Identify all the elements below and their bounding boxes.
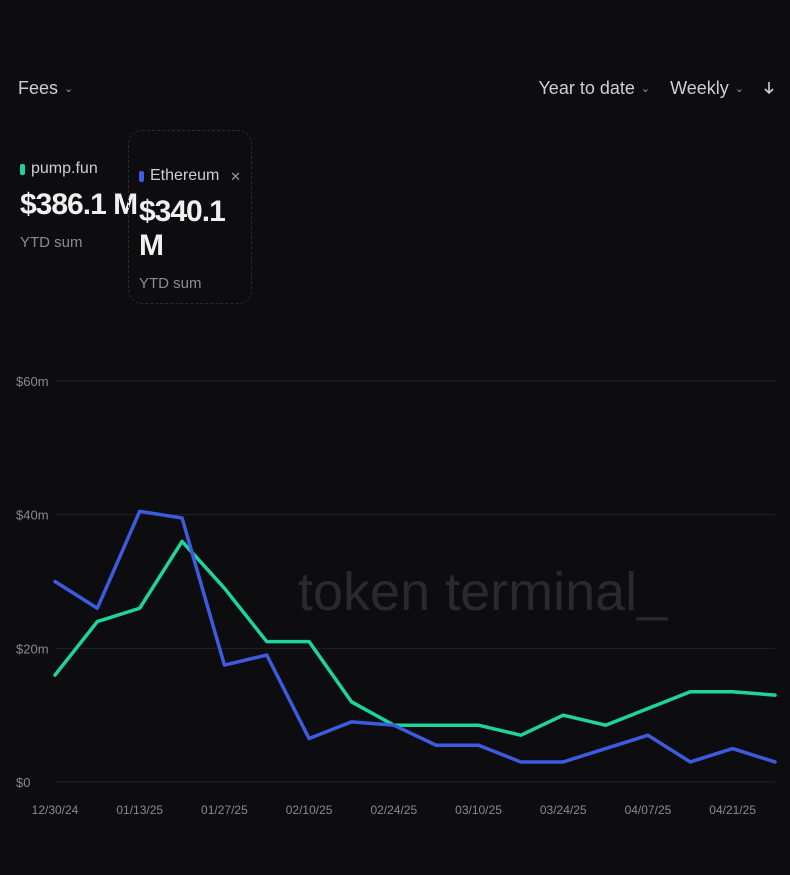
chevron-down-icon: ⌄ xyxy=(734,83,744,95)
series-line-pump-fun[interactable] xyxy=(53,539,777,737)
legend-item-pumpfun[interactable]: pump.fun $386.1 M YTD sum xyxy=(20,160,138,251)
x-tick-label: 12/30/24 xyxy=(32,803,79,817)
legend-item-ethereum[interactable]: Ethereum $340.1 M YTD sum ✕ xyxy=(128,130,252,304)
legend-series-value: $340.1 M xyxy=(139,195,226,262)
x-tick-label: 04/21/25 xyxy=(709,803,756,817)
download-button[interactable] xyxy=(764,81,774,97)
series-dot-icon xyxy=(20,163,25,175)
chevron-down-icon: ⌄ xyxy=(64,83,74,95)
chart-controls: Year to date ⌄ Weekly ⌄ xyxy=(538,78,774,99)
chevron-down-icon: ⌄ xyxy=(640,83,651,95)
x-tick-label: 02/24/25 xyxy=(370,803,417,817)
x-tick-label: 03/10/25 xyxy=(455,803,502,817)
y-tick-label: $20m xyxy=(16,641,49,656)
x-axis: 12/30/24 01/13/25 01/27/25 02/10/25 02/24/25… xyxy=(32,803,757,817)
metric-select[interactable]: Fees ⌄ xyxy=(18,78,73,99)
series-dot-icon xyxy=(139,170,144,182)
series-line-ethereum[interactable] xyxy=(53,509,777,764)
x-tick-label: 02/10/25 xyxy=(286,803,333,817)
x-tick-label: 01/13/25 xyxy=(116,803,163,817)
download-icon xyxy=(764,81,774,94)
date-range-label: Year to date xyxy=(538,78,635,98)
chart-grid xyxy=(55,380,775,783)
metric-label: Fees xyxy=(18,78,59,98)
watermark-text: token terminal_ xyxy=(298,562,668,622)
series-lines xyxy=(53,509,777,764)
legend-series-period: YTD sum xyxy=(20,234,83,251)
y-tick-label: $0 xyxy=(16,775,30,790)
legend-series-name: pump.fun xyxy=(31,160,98,177)
legend-series-name: Ethereum xyxy=(150,167,220,184)
close-icon[interactable]: ✕ xyxy=(230,169,241,184)
toolbar: Fees ⌄ Year to date ⌄ Weekly ⌄ xyxy=(0,0,790,180)
granularity-select[interactable]: Weekly ⌄ xyxy=(670,78,744,99)
x-tick-label: 01/27/25 xyxy=(201,803,248,817)
y-axis: $0 $20m $40m $60m xyxy=(16,374,49,790)
legend-series-period: YTD sum xyxy=(139,275,202,292)
granularity-label: Weekly xyxy=(670,78,729,98)
x-tick-label: 04/07/25 xyxy=(625,803,672,817)
y-tick-label: $60m xyxy=(16,374,49,389)
date-range-select[interactable]: Year to date ⌄ xyxy=(538,78,650,99)
y-tick-label: $40m xyxy=(16,508,49,523)
x-tick-label: 03/24/25 xyxy=(540,803,587,817)
line-chart: token terminal_ $0 $20m $40m $60m 12/30/24 0… xyxy=(16,374,777,817)
legend-series-value: $386.1 M xyxy=(20,188,138,221)
